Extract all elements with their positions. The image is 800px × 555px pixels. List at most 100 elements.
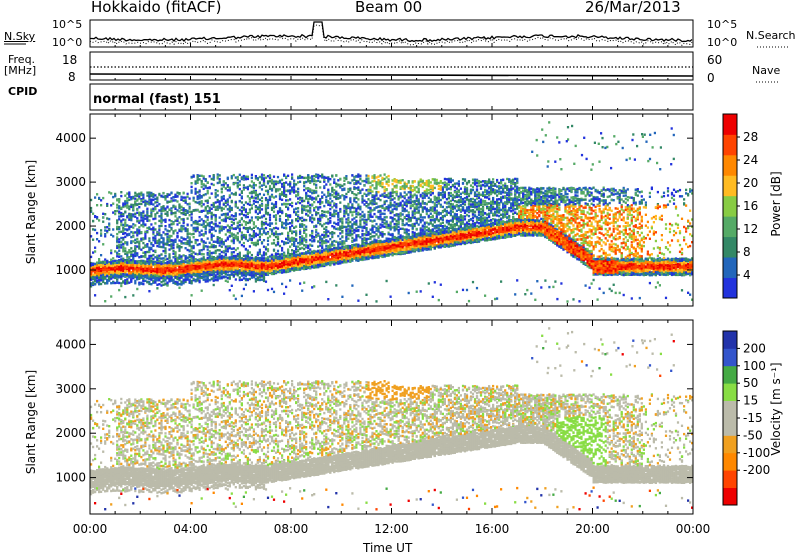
power-cell	[98, 264, 100, 266]
power-cell	[203, 268, 205, 270]
power-cell	[92, 213, 94, 215]
power-cell	[134, 192, 136, 194]
power-cell	[164, 255, 166, 257]
power-cell	[156, 245, 158, 247]
power-cell	[168, 201, 170, 203]
power-cell	[189, 256, 191, 258]
power-cell	[178, 254, 180, 256]
power-cell	[189, 211, 191, 213]
power-cell	[146, 208, 148, 210]
power-cell	[209, 186, 211, 188]
power-cell	[154, 250, 156, 252]
power-cell	[225, 202, 227, 204]
power-cell	[197, 271, 199, 273]
power-cell	[178, 247, 180, 249]
power-cell	[209, 223, 211, 225]
power-cell	[164, 279, 166, 281]
power-cell	[229, 247, 231, 249]
power-cell	[197, 196, 199, 198]
power-cell	[217, 268, 219, 270]
power-cell	[241, 279, 243, 281]
power-cell	[221, 277, 223, 279]
power-cell	[209, 242, 211, 244]
power-cell	[112, 228, 114, 230]
power-cell	[201, 230, 203, 232]
power-cell	[213, 273, 215, 275]
power-cell	[130, 264, 132, 266]
power-cell	[178, 206, 180, 208]
power-cell	[138, 268, 140, 270]
power-cell	[156, 205, 158, 207]
power-cell	[134, 200, 136, 202]
power-cell	[241, 267, 243, 269]
power-cell	[227, 224, 229, 226]
power-cell	[225, 226, 227, 228]
power-cell	[215, 201, 217, 203]
power-cell	[203, 183, 205, 185]
power-cell	[239, 263, 241, 265]
power-cell	[138, 261, 140, 263]
power-cell	[180, 198, 182, 200]
power-cell	[164, 243, 166, 245]
power-cell	[124, 241, 126, 243]
power-cell	[104, 269, 106, 271]
power-cell	[150, 243, 152, 245]
power-cell	[116, 247, 118, 249]
power-cell	[235, 218, 237, 220]
power-cell	[221, 238, 223, 240]
power-cell	[148, 251, 150, 253]
power-cell	[191, 262, 193, 264]
power-cell	[92, 228, 94, 230]
power-cell	[98, 219, 100, 221]
power-cell	[211, 256, 213, 258]
power-cell	[237, 261, 239, 263]
power-cell	[178, 230, 180, 232]
power-cell	[193, 233, 195, 235]
power-cell	[227, 208, 229, 210]
power-cell	[241, 217, 243, 219]
power-cell	[209, 263, 211, 265]
power-cell	[110, 249, 112, 251]
power-cell	[140, 214, 142, 216]
power-cell	[223, 198, 225, 200]
power-cell	[110, 234, 112, 236]
power-cell	[225, 280, 227, 282]
power-cell	[217, 276, 219, 278]
power-cell	[239, 279, 241, 281]
power-cell	[126, 256, 128, 258]
power-cell	[128, 219, 130, 221]
power-cell	[195, 180, 197, 182]
power-cell	[152, 203, 154, 205]
power-cell	[227, 213, 229, 215]
power-cell	[211, 234, 213, 236]
power-cell	[162, 192, 164, 194]
power-cell	[116, 226, 118, 228]
power-cell	[168, 219, 170, 221]
power-cell	[154, 215, 156, 217]
power-cell	[180, 196, 182, 198]
power-cell	[185, 230, 187, 232]
power-cell	[154, 198, 156, 200]
power-cell	[183, 208, 185, 210]
power-cell	[120, 231, 122, 233]
power-cell	[191, 186, 193, 188]
power-cell	[199, 223, 201, 225]
power-cell	[166, 284, 168, 286]
power-cell	[225, 248, 227, 250]
power-cell	[229, 257, 231, 259]
power-cell	[203, 220, 205, 222]
power-cell	[225, 262, 227, 264]
power-cell	[96, 264, 98, 266]
power-cell	[134, 231, 136, 233]
power-cell	[223, 220, 225, 222]
power-cell	[160, 271, 162, 273]
power-cell	[201, 269, 203, 271]
power-cell	[104, 273, 106, 275]
power-cell	[219, 242, 221, 244]
power-cell	[219, 206, 221, 208]
freq-line	[90, 74, 693, 76]
power-cell	[100, 232, 102, 234]
power-cell	[221, 191, 223, 193]
power-cell	[156, 255, 158, 257]
power-cell	[142, 242, 144, 244]
